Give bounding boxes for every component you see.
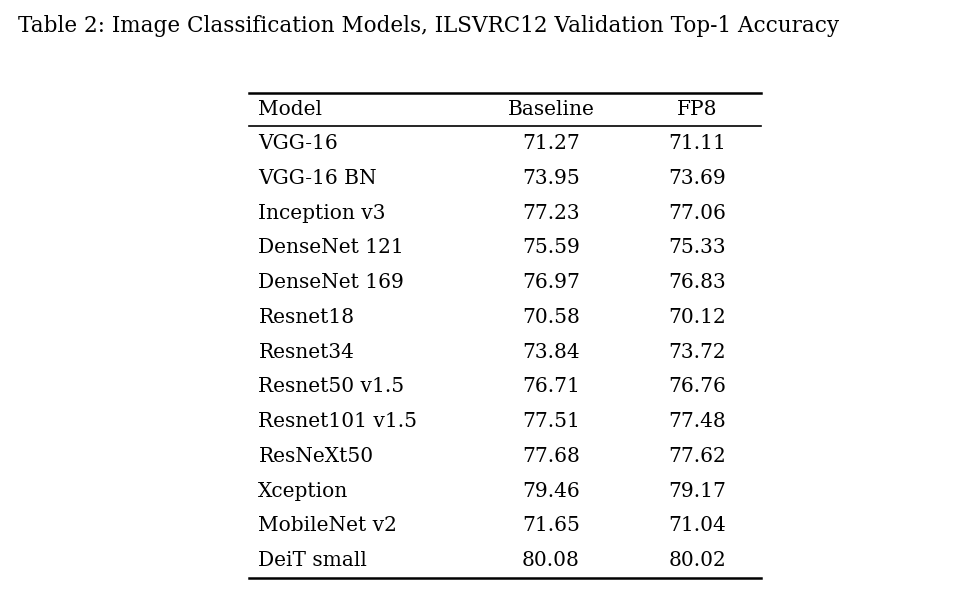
Text: Resnet34: Resnet34 [258,343,354,362]
Text: 76.76: 76.76 [668,377,726,396]
Text: 76.97: 76.97 [522,273,580,292]
Text: Resnet50 v1.5: Resnet50 v1.5 [258,377,405,396]
Text: Model: Model [258,101,323,119]
Text: ResNeXt50: ResNeXt50 [258,447,373,466]
Text: 79.17: 79.17 [668,482,726,501]
Text: 80.08: 80.08 [522,551,580,570]
Text: 71.27: 71.27 [522,134,580,154]
Text: FP8: FP8 [677,101,718,119]
Text: 71.65: 71.65 [522,517,580,535]
Text: 77.68: 77.68 [522,447,580,466]
Text: VGG-16 BN: VGG-16 BN [258,169,377,188]
Text: 70.12: 70.12 [668,308,726,327]
Text: Baseline: Baseline [507,101,595,119]
Text: VGG-16: VGG-16 [258,134,338,154]
Text: 71.11: 71.11 [668,134,726,154]
Text: DeiT small: DeiT small [258,551,368,570]
Text: 76.71: 76.71 [522,377,580,396]
Text: Inception v3: Inception v3 [258,203,386,223]
Text: 73.95: 73.95 [522,169,580,188]
Text: DenseNet 169: DenseNet 169 [258,273,405,292]
Text: 77.62: 77.62 [668,447,726,466]
Text: DenseNet 121: DenseNet 121 [258,238,404,258]
Text: 73.69: 73.69 [668,169,726,188]
Text: 77.23: 77.23 [522,203,580,223]
Text: Resnet101 v1.5: Resnet101 v1.5 [258,412,417,431]
Text: 77.51: 77.51 [522,412,580,431]
Text: Xception: Xception [258,482,349,501]
Text: Resnet18: Resnet18 [258,308,355,327]
Text: 73.84: 73.84 [522,343,580,362]
Text: 71.04: 71.04 [668,517,726,535]
Text: Table 2: Image Classification Models, ILSVRC12 Validation Top-1 Accuracy: Table 2: Image Classification Models, IL… [18,15,838,37]
Text: 73.72: 73.72 [668,343,726,362]
Text: 70.58: 70.58 [522,308,580,327]
Text: 77.48: 77.48 [668,412,726,431]
Text: 76.83: 76.83 [668,273,726,292]
Text: 75.33: 75.33 [668,238,726,258]
Text: 75.59: 75.59 [522,238,580,258]
Text: 79.46: 79.46 [522,482,580,501]
Text: 77.06: 77.06 [668,203,726,223]
Text: 80.02: 80.02 [668,551,726,570]
Text: MobileNet v2: MobileNet v2 [258,517,397,535]
